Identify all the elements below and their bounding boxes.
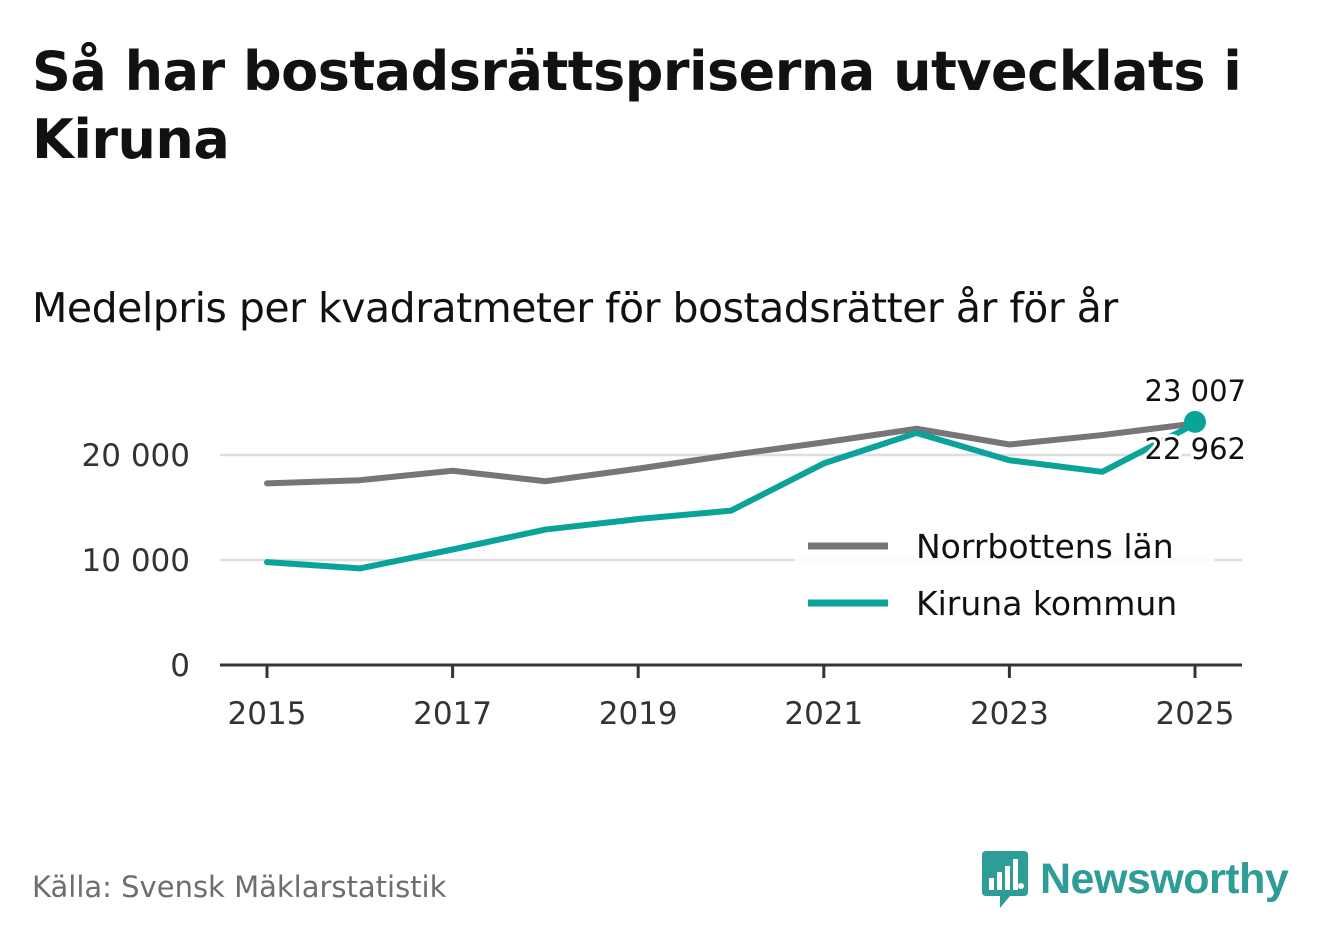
x-tick-label: 2019 — [599, 696, 678, 732]
chart-subtitle: Medelpris per kvadratmeter för bostadsrä… — [32, 284, 1118, 332]
legend-label-norrbotten: Norrbottens län — [916, 527, 1174, 566]
series-line-kiruna — [264, 420, 1198, 572]
newsworthy-logo-icon — [982, 851, 1028, 908]
end-point-marker — [1184, 410, 1206, 433]
series-lines — [264, 420, 1198, 572]
y-tick-label: 0 — [170, 648, 190, 684]
end-label-norrbotten: 23 007 — [1145, 374, 1246, 408]
y-tick-label: 20 000 — [82, 438, 190, 474]
x-tick-label: 2015 — [228, 696, 307, 732]
brand-logo: Newsworthy — [980, 848, 1289, 910]
x-tick-label: 2023 — [970, 696, 1049, 732]
chart-title: Så har bostadsrättspriserna utvecklats i… — [32, 40, 1242, 171]
legend: Norrbottens län Kiruna kommun — [795, 520, 1215, 638]
x-tick-label: 2025 — [1156, 696, 1235, 732]
end-labels: 23 007 22 962 — [1142, 374, 1249, 469]
legend-label-kiruna: Kiruna kommun — [916, 584, 1177, 623]
end-label-kiruna: 22 962 — [1145, 432, 1246, 466]
y-tick-label: 10 000 — [82, 543, 190, 579]
axes: 0 10 000 20 000 2015 2017 2019 2021 2023 2025 — [82, 438, 1242, 732]
series-line-norrbotten — [264, 420, 1198, 487]
legend-background — [795, 520, 1215, 638]
x-tick-label: 2017 — [413, 696, 492, 732]
x-tick-label: 2021 — [784, 696, 863, 732]
brand-name: Newsworthy — [1040, 854, 1289, 903]
source-note: Källa: Svensk Mäklarstatistik — [32, 870, 447, 904]
